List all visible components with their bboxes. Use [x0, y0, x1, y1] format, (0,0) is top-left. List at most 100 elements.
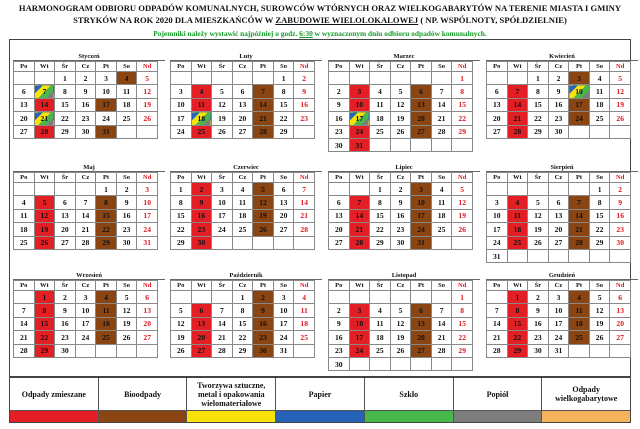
day-cell: 25: [568, 330, 590, 345]
day-cell: 11: [568, 303, 590, 318]
day-cell: 8: [369, 195, 391, 210]
day-cell: 8: [33, 303, 56, 318]
day-cell: 16: [527, 316, 549, 332]
day-cell: 12: [451, 195, 473, 210]
day-cell: 28: [293, 222, 315, 237]
weekday-header: Cz: [389, 61, 412, 72]
empty-cell: [293, 124, 315, 139]
day-cell: 17: [74, 316, 97, 332]
day-cell: 25: [115, 111, 138, 126]
day-cell: 27: [609, 330, 631, 345]
day-cell: 6: [410, 84, 432, 99]
day-cell: 24: [486, 235, 508, 250]
empty-cell: [369, 356, 391, 372]
empty-cell: [451, 137, 473, 153]
weekday-header: Po: [170, 280, 192, 291]
day-cell: 2: [293, 70, 315, 86]
day-cell: 2: [54, 289, 76, 305]
empty-cell: [136, 124, 158, 139]
day-cell: 10: [95, 84, 117, 99]
day-cell: 9: [293, 84, 315, 99]
day-cell: 11: [588, 84, 611, 99]
empty-cell: [252, 70, 274, 86]
day-cell: 28: [211, 343, 233, 358]
day-cell: 20: [54, 222, 76, 237]
legend-label: Popiół: [486, 389, 509, 399]
empty-cell: [136, 343, 158, 358]
empty-cell: [33, 70, 56, 86]
day-cell: 4: [369, 84, 391, 99]
day-cell: 3: [348, 303, 371, 318]
empty-cell: [588, 124, 611, 139]
day-cell: 7: [430, 303, 453, 318]
weekday-header: Wt: [190, 172, 213, 183]
day-cell: 11: [293, 303, 315, 318]
empty-cell: [95, 343, 117, 358]
day-cell: 29: [170, 235, 192, 250]
day-cell: 26: [211, 124, 233, 139]
day-cell: 27: [328, 235, 350, 250]
weekday-header: Po: [486, 172, 508, 183]
day-cell: 18: [430, 208, 453, 224]
weekday-header: Pt: [252, 280, 274, 291]
day-cell: 21: [430, 111, 453, 126]
day-cell: 13: [54, 208, 76, 224]
legend-item: Odpady zmieszane: [10, 378, 99, 422]
day-cell: 24: [348, 343, 371, 358]
legend-swatch: [187, 410, 276, 422]
day-cell: 13: [486, 97, 508, 113]
day-cell: 10: [211, 195, 233, 210]
day-cell: 10: [568, 84, 590, 99]
day-cell: 10: [486, 208, 508, 224]
day-cell: 4: [293, 289, 315, 305]
weekday-header: Pt: [410, 172, 432, 183]
day-cell: 11: [95, 303, 117, 318]
legend-item: Odpady wielkogabarytowe: [542, 378, 631, 422]
day-cell: 9: [54, 303, 76, 318]
weekday-header: Nd: [451, 61, 473, 72]
empty-cell: [115, 343, 138, 358]
empty-cell: [389, 137, 412, 153]
day-cell: 10: [410, 195, 432, 210]
weekday-header: Cz: [74, 61, 97, 72]
day-cell: 21: [13, 330, 35, 345]
empty-cell: [231, 235, 254, 250]
weekday-header: So: [430, 61, 453, 72]
weekday-header: Nd: [451, 172, 473, 183]
month-table: Po Wt Śr Cz Pt So Nd 1 2 3 4 5 6 7 8 9 10 11 12 13 14 15 16 17 1…: [13, 61, 158, 139]
day-cell: 17: [486, 222, 508, 237]
day-cell: 2: [527, 289, 549, 305]
day-cell: 27: [13, 124, 35, 139]
day-cell: 12: [170, 316, 192, 332]
day-cell: 6: [547, 195, 570, 210]
day-cell: 26: [451, 222, 473, 237]
empty-cell: [609, 248, 631, 264]
empty-cell: [547, 248, 570, 264]
day-cell: 12: [389, 97, 412, 113]
day-cell: 21: [430, 330, 453, 345]
day-cell: 20: [547, 222, 570, 237]
weekday-header: Śr: [527, 61, 549, 72]
month-table: Po Wt Śr Cz Pt So Nd 1 2 3 4 5 6 7 8 9 10 11 12 13 14 15 16 17 1…: [13, 280, 158, 358]
day-cell: 7: [211, 303, 233, 318]
month-table: Po Wt Śr Cz Pt So Nd 1 2 3 4 5 6 7 8 9 10 11 12 13 14 15 16 17 1…: [328, 280, 473, 372]
day-cell: 18: [115, 97, 138, 113]
day-cell: 26: [136, 111, 158, 126]
day-cell: 10: [348, 97, 371, 113]
day-cell: 27: [410, 124, 432, 139]
day-cell: 17: [170, 111, 192, 126]
day-cell: 12: [588, 303, 611, 318]
legend-swatch: [98, 410, 187, 422]
day-cell: 6: [136, 289, 158, 305]
day-cell: 2: [328, 303, 350, 318]
weekday-header: So: [430, 280, 453, 291]
day-cell: 1: [588, 181, 611, 197]
day-cell: 19: [527, 222, 549, 237]
weekday-header: Śr: [369, 280, 391, 291]
day-cell: 19: [252, 208, 274, 224]
pickup-note-time: 6:30: [299, 29, 313, 38]
day-cell: 14: [568, 208, 590, 224]
legend-item: Szkło: [364, 378, 454, 422]
day-cell: 9: [328, 316, 350, 332]
day-cell: 26: [252, 222, 274, 237]
